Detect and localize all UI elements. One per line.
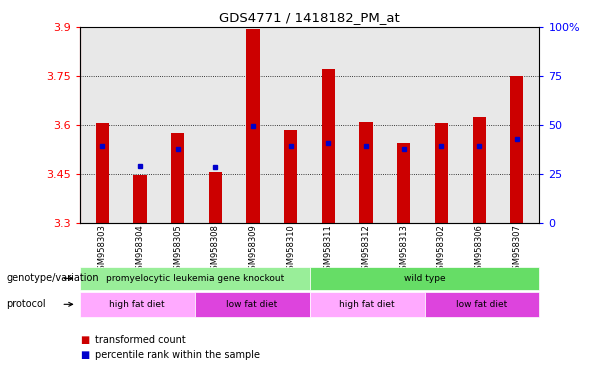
Bar <box>473 117 485 223</box>
Bar <box>359 121 373 223</box>
Bar <box>510 76 524 223</box>
Bar <box>171 133 185 223</box>
Bar <box>246 28 260 223</box>
Text: promyelocytic leukemia gene knockout: promyelocytic leukemia gene knockout <box>105 274 284 283</box>
Text: low fat diet: low fat diet <box>226 300 278 309</box>
Bar <box>397 143 410 223</box>
Text: transformed count: transformed count <box>95 335 186 345</box>
Bar <box>209 172 222 223</box>
Bar <box>435 123 448 223</box>
Bar <box>322 70 335 223</box>
Text: ■: ■ <box>80 335 89 345</box>
Text: low fat diet: low fat diet <box>456 300 508 309</box>
Text: protocol: protocol <box>6 299 46 310</box>
Bar <box>134 175 147 223</box>
Text: genotype/variation: genotype/variation <box>6 273 99 283</box>
Title: GDS4771 / 1418182_PM_at: GDS4771 / 1418182_PM_at <box>219 11 400 24</box>
Text: high fat diet: high fat diet <box>109 300 165 309</box>
Text: ■: ■ <box>80 350 89 360</box>
Bar <box>284 130 297 223</box>
Text: wild type: wild type <box>404 274 445 283</box>
Text: high fat diet: high fat diet <box>339 300 395 309</box>
Text: percentile rank within the sample: percentile rank within the sample <box>95 350 260 360</box>
Bar <box>96 123 109 223</box>
